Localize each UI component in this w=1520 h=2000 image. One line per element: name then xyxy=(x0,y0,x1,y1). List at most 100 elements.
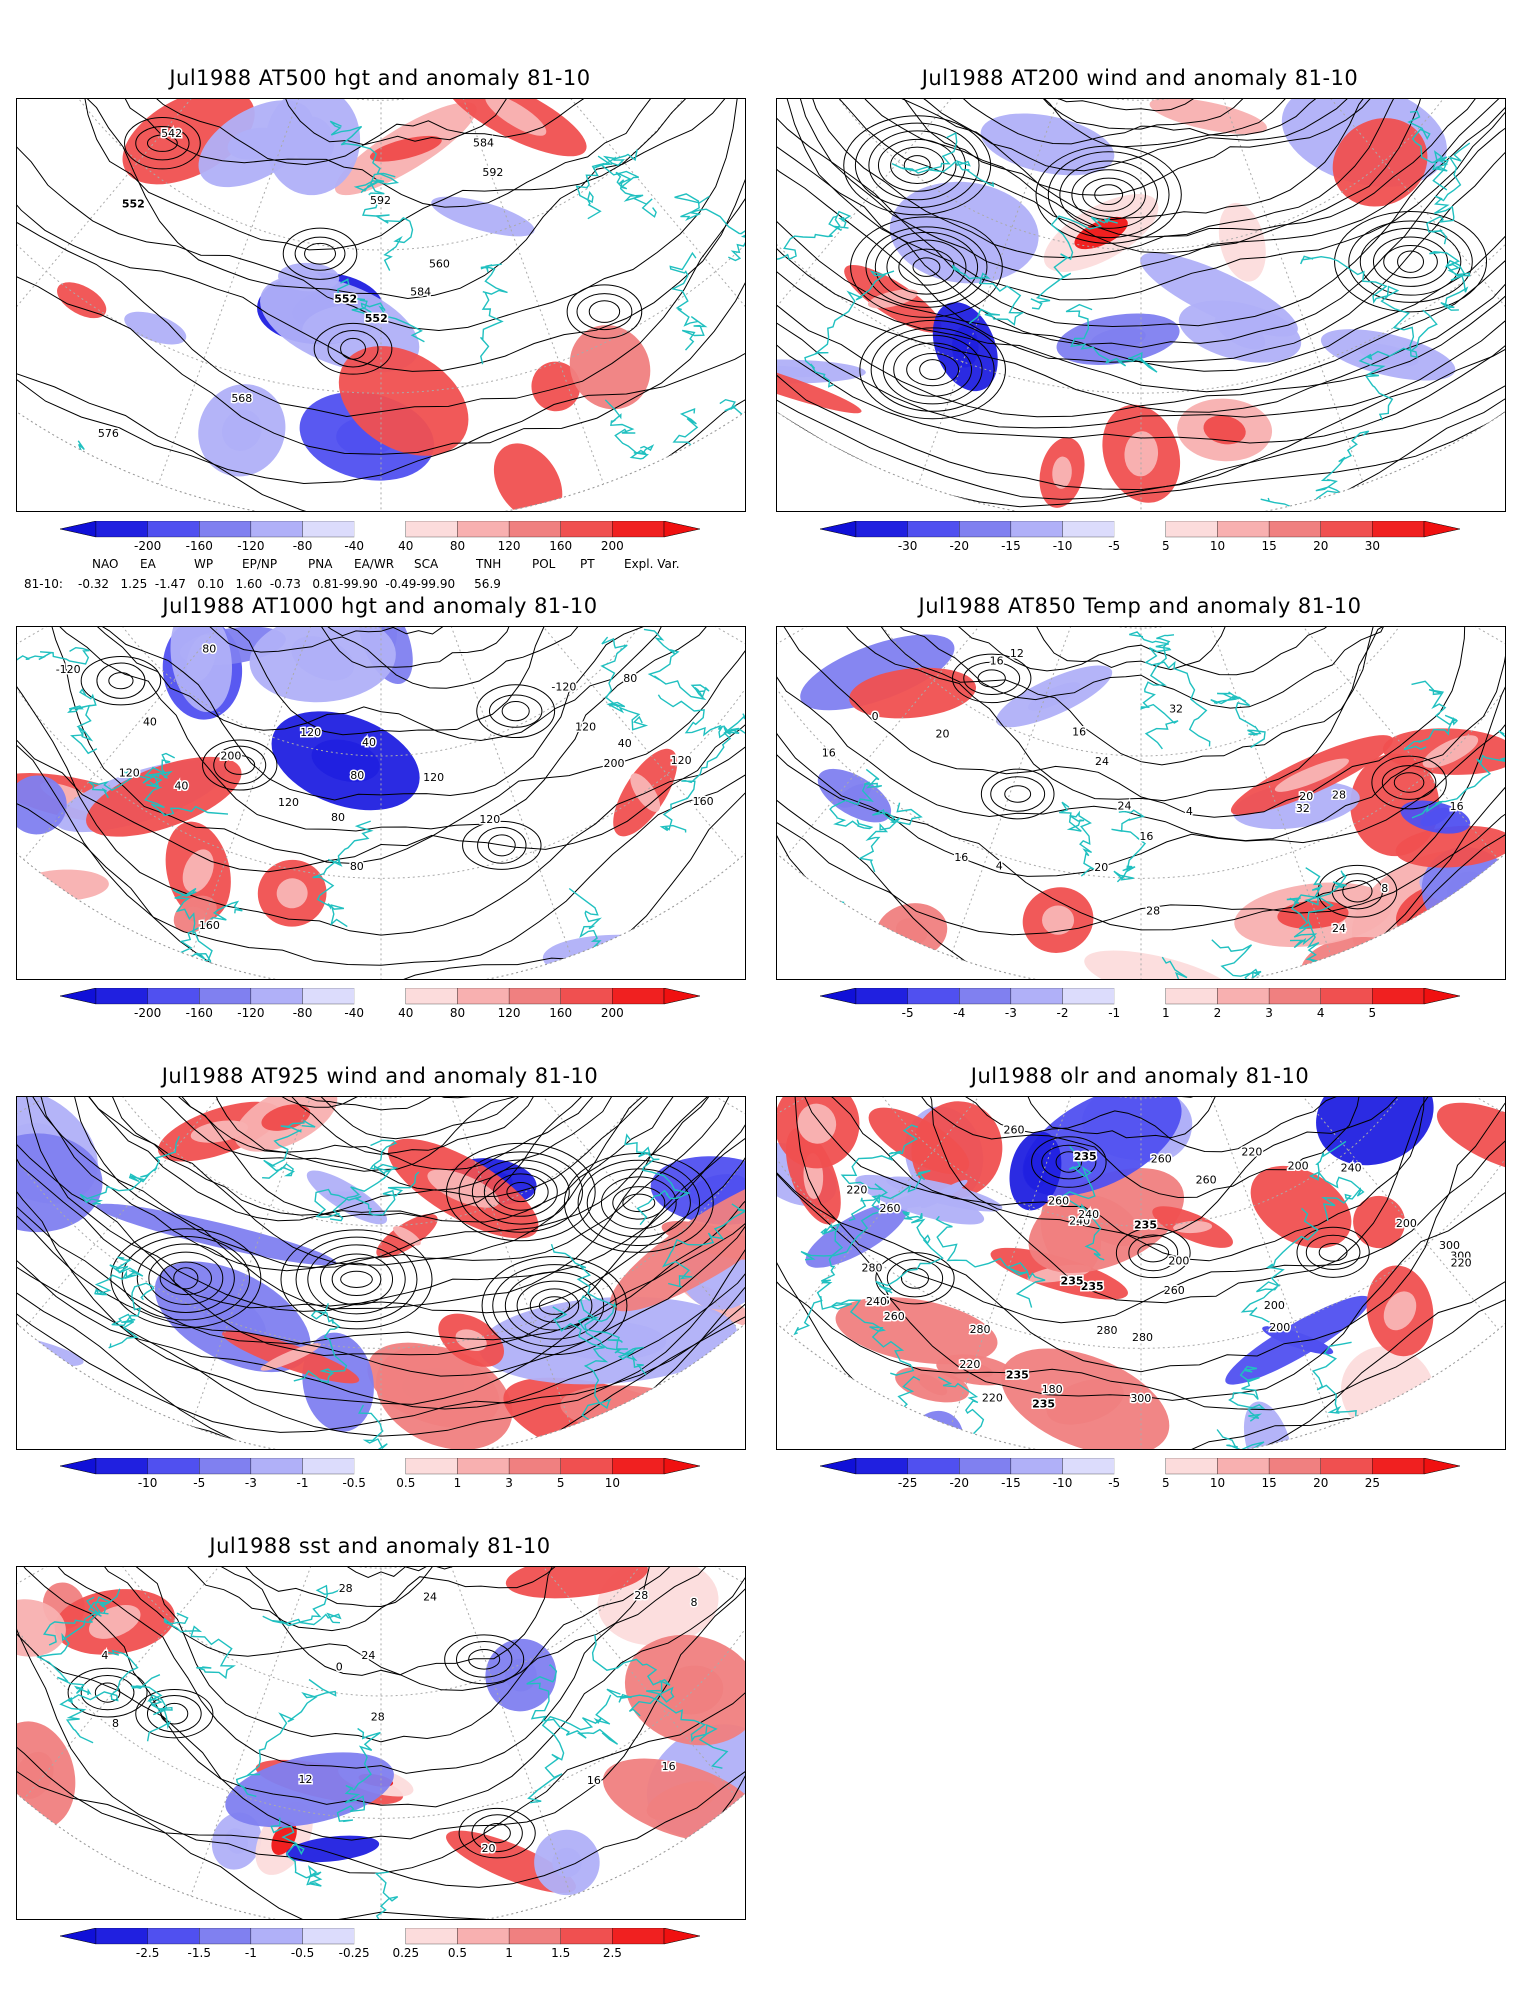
contour-label: 4 xyxy=(1186,805,1193,818)
colorbar-tick-label: 0.25 xyxy=(392,1946,420,1960)
closed-contour xyxy=(874,231,979,303)
contour-label: 235 xyxy=(1032,1397,1055,1410)
positive-anomaly-core xyxy=(182,849,214,893)
coastline xyxy=(313,1871,399,1919)
coastline xyxy=(935,1215,1046,1308)
coastline xyxy=(659,713,745,833)
contour-label: 220 xyxy=(846,1184,867,1197)
positive-anomaly-area xyxy=(57,282,107,319)
coastline xyxy=(144,752,229,817)
colorbar-tick-label: -200 xyxy=(134,539,162,553)
closed-contour xyxy=(1348,220,1473,303)
closed-contour xyxy=(492,1264,617,1348)
closed-contour xyxy=(108,672,134,690)
closed-contour xyxy=(1342,879,1373,903)
contour-label: 40 xyxy=(143,716,157,729)
panel-sst: Jul1988 sst and anomaly 81-10 28 4 0 24 8 16 1… xyxy=(0,1530,760,1970)
contour-label: 280 xyxy=(970,1323,991,1336)
colorbar-tick-label: 3 xyxy=(505,1476,513,1490)
contour-label: 220 xyxy=(982,1392,1003,1405)
colorbar-tick-label: -40 xyxy=(344,539,364,553)
streamline xyxy=(17,1097,745,1405)
colorbar-segment xyxy=(907,1458,960,1475)
coastline xyxy=(820,1295,915,1376)
colorbar-segment xyxy=(250,1458,303,1475)
negative-anomaly-area xyxy=(800,634,955,711)
colorbar-segment xyxy=(1320,1458,1373,1475)
coastline xyxy=(938,1376,1011,1449)
closed-contour xyxy=(135,1689,214,1739)
coastline xyxy=(643,628,710,701)
colorbar-segment xyxy=(95,521,148,538)
closed-contour xyxy=(471,1814,523,1853)
contour-label: 160 xyxy=(693,795,714,808)
positive-anomaly-core xyxy=(647,1431,742,1448)
closed-contour xyxy=(445,1142,596,1242)
negative-anomaly-area xyxy=(285,1835,380,1863)
colorbar-arrow-left xyxy=(60,1928,97,1945)
coastline xyxy=(36,1596,98,1696)
colorbar-segment xyxy=(302,1928,355,1945)
colorbar-tick-label: -80 xyxy=(292,539,313,553)
coastline xyxy=(1308,1140,1365,1221)
positive-anomaly-core xyxy=(1383,1291,1417,1331)
colorbar-tick-label: -1.5 xyxy=(187,1946,211,1960)
contour-line xyxy=(813,627,1420,766)
contour-label: 8 xyxy=(1381,882,1388,895)
contour-line xyxy=(66,99,745,251)
colorbar-segment xyxy=(1217,1458,1270,1475)
closed-contour xyxy=(213,745,267,785)
colorbar-arrow-left xyxy=(60,521,97,538)
colorbar-tick-label: -120 xyxy=(237,539,265,553)
closed-contour xyxy=(96,662,146,699)
colorbar-segment xyxy=(199,1458,252,1475)
positive-anomaly-core xyxy=(1052,456,1072,489)
coastline xyxy=(696,398,745,472)
colorbar-tick-label: 40 xyxy=(398,539,414,553)
closed-contour xyxy=(1383,245,1438,279)
coastline xyxy=(1426,142,1471,245)
streamline xyxy=(56,1097,744,1269)
closed-contour xyxy=(1371,755,1447,810)
contour-label: 120 xyxy=(671,754,692,767)
contour-label: 240 xyxy=(1341,1161,1362,1174)
contour-line xyxy=(17,627,745,832)
colorbar-tick-label: 200 xyxy=(600,539,624,553)
colorbar-tick-label: 10 xyxy=(604,1476,620,1490)
panel-title: Jul1988 AT850 Temp and anomaly 81-10 xyxy=(918,594,1362,618)
colorbar-segment xyxy=(95,1928,148,1945)
contour-label: 235 xyxy=(1134,1219,1157,1232)
negative-anomaly-core xyxy=(777,365,822,378)
colorbar-segment xyxy=(1165,1458,1218,1475)
colorbar-tick-label: 120 xyxy=(497,1006,521,1020)
meridian-line xyxy=(380,627,745,903)
coastline xyxy=(130,1674,173,1742)
negative-anomaly-core xyxy=(1028,682,1081,711)
positive-anomaly-area xyxy=(531,361,581,412)
closed-contour xyxy=(487,834,516,857)
colorbar-tick-label: -15 xyxy=(1001,1476,1021,1490)
coastline xyxy=(674,193,745,262)
contour-label: 120 xyxy=(278,796,299,809)
contour-line xyxy=(105,627,653,736)
tele-values: -0.32 1.25 -1.47 0.10 1.60 -0.73 0.81-99… xyxy=(78,577,501,591)
closed-contour xyxy=(280,1229,433,1330)
meridian-line xyxy=(777,1097,1142,1373)
negative-anomaly-area xyxy=(1022,1097,1182,1197)
contour-label: 24 xyxy=(361,1649,375,1662)
colorbar-tick-label: 5 xyxy=(556,1476,565,1490)
closed-contour xyxy=(468,1649,501,1670)
streamline xyxy=(777,99,1505,491)
streamline xyxy=(69,1097,690,1223)
colorbar-arrow-left xyxy=(820,521,857,538)
closed-contour xyxy=(600,1176,677,1230)
contour-label: 32 xyxy=(1296,802,1310,815)
coastline xyxy=(1411,730,1505,819)
tele-header-cell: TNH xyxy=(476,557,502,571)
colorbar-segment xyxy=(1010,988,1063,1005)
colorbar-segment xyxy=(508,988,561,1005)
coastline xyxy=(68,440,131,511)
coastline xyxy=(604,399,655,460)
meridian-line xyxy=(380,99,627,511)
coastline xyxy=(1125,956,1188,979)
